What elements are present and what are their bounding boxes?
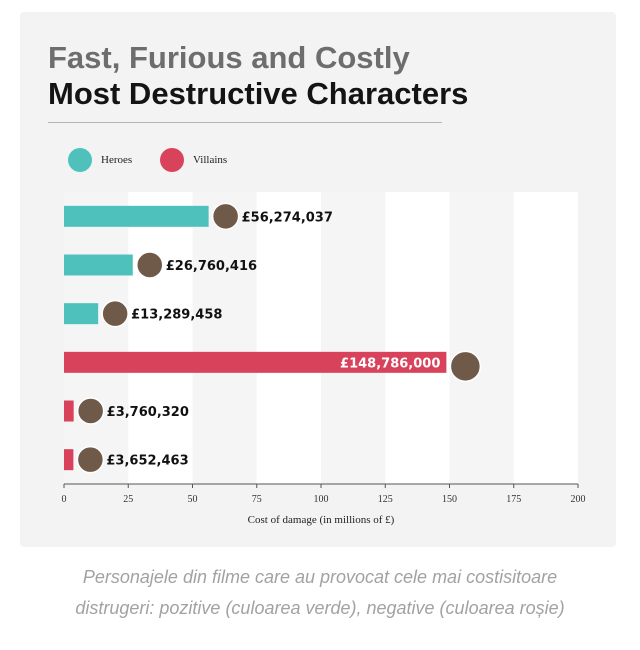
character-face-icon bbox=[76, 445, 105, 474]
bar-6 bbox=[64, 449, 74, 471]
x-tick-label: 200 bbox=[571, 494, 586, 505]
chart-subtitle: Most Destructive Characters bbox=[48, 76, 469, 111]
bar-value-label: £3,652,463 bbox=[106, 454, 188, 469]
x-tick-label: 25 bbox=[123, 494, 133, 505]
bar-3 bbox=[64, 303, 99, 325]
legend-swatch-villains bbox=[160, 148, 184, 172]
x-tick-label: 75 bbox=[252, 494, 262, 505]
bar-4 bbox=[64, 351, 447, 373]
character-face-icon bbox=[76, 397, 105, 425]
x-tick-label: 125 bbox=[378, 494, 393, 505]
character-face-icon bbox=[449, 350, 482, 383]
image-caption: Personajele din filme care au provocat c… bbox=[0, 562, 640, 624]
title-divider bbox=[48, 122, 442, 123]
character-face-icon bbox=[211, 202, 240, 231]
legend-label-heroes: Heroes bbox=[101, 154, 133, 166]
chart-title: Fast, Furious and Costly bbox=[48, 40, 410, 75]
bar-value-label: £148,786,000 bbox=[340, 356, 440, 371]
legend-item-villains: Villains bbox=[160, 148, 227, 172]
grid-band bbox=[321, 192, 386, 484]
legend-item-heroes: Heroes bbox=[68, 148, 132, 172]
grid-band bbox=[64, 192, 129, 484]
bar-2 bbox=[64, 254, 133, 276]
bar-chart: £56,274,037 £26,760,416 £13,289,458 £148,78… bbox=[62, 192, 586, 526]
character-face-icon bbox=[136, 251, 164, 279]
legend-swatch-heroes bbox=[68, 148, 92, 172]
bar-value-label: £3,760,320 bbox=[107, 405, 189, 420]
legend-label-villains: Villains bbox=[193, 154, 228, 166]
caption-line-1: Personajele din filme care au provocat c… bbox=[82, 567, 558, 587]
caption-line-2: distrugeri: pozitive (culoarea verde), n… bbox=[75, 598, 565, 618]
x-tick-label: 175 bbox=[506, 494, 521, 505]
grid-band bbox=[449, 192, 514, 484]
bar-value-label: £13,289,458 bbox=[131, 308, 222, 323]
grid-band bbox=[192, 192, 257, 484]
x-tick-label: 0 bbox=[62, 494, 67, 505]
x-tick-label: 50 bbox=[188, 494, 198, 505]
bar-5 bbox=[64, 400, 74, 422]
bar-value-label: £56,274,037 bbox=[242, 210, 333, 225]
x-axis-title: Cost of damage (in millions of £) bbox=[248, 514, 395, 526]
x-tick-label: 150 bbox=[442, 494, 457, 505]
bar-1 bbox=[64, 205, 209, 227]
x-tick-label: 100 bbox=[314, 494, 329, 505]
bar-value-label: £26,760,416 bbox=[166, 259, 257, 274]
character-face-icon bbox=[101, 299, 129, 328]
